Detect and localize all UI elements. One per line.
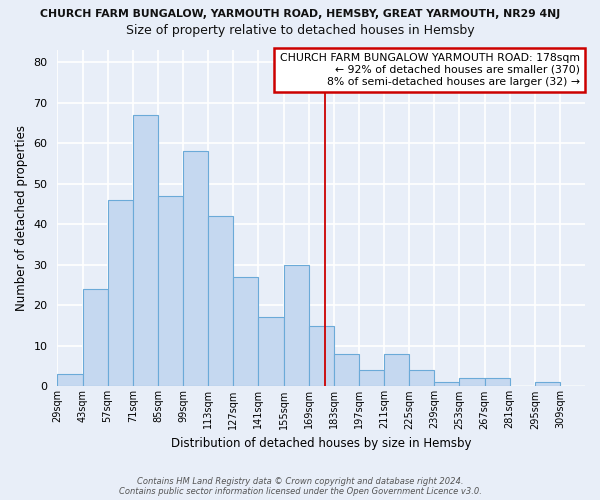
Bar bbox=[308, 326, 334, 386]
Y-axis label: Number of detached properties: Number of detached properties bbox=[15, 125, 28, 311]
Bar bbox=[359, 370, 384, 386]
Bar bbox=[460, 378, 485, 386]
Text: CHURCH FARM BUNGALOW YARMOUTH ROAD: 178sqm
← 92% of detached houses are smaller : CHURCH FARM BUNGALOW YARMOUTH ROAD: 178s… bbox=[280, 54, 580, 86]
Bar bbox=[334, 354, 359, 386]
Bar bbox=[434, 382, 460, 386]
Text: Size of property relative to detached houses in Hemsby: Size of property relative to detached ho… bbox=[125, 24, 475, 37]
Bar bbox=[133, 115, 158, 386]
Bar bbox=[535, 382, 560, 386]
Bar bbox=[233, 277, 259, 386]
Bar bbox=[208, 216, 233, 386]
Bar bbox=[409, 370, 434, 386]
Bar bbox=[284, 265, 308, 386]
Bar bbox=[158, 196, 183, 386]
Text: CHURCH FARM BUNGALOW, YARMOUTH ROAD, HEMSBY, GREAT YARMOUTH, NR29 4NJ: CHURCH FARM BUNGALOW, YARMOUTH ROAD, HEM… bbox=[40, 9, 560, 19]
Bar bbox=[485, 378, 509, 386]
Text: Contains HM Land Registry data © Crown copyright and database right 2024.
Contai: Contains HM Land Registry data © Crown c… bbox=[119, 476, 481, 496]
Bar bbox=[107, 200, 133, 386]
Bar bbox=[259, 318, 284, 386]
Bar bbox=[83, 289, 107, 386]
Bar bbox=[183, 152, 208, 386]
X-axis label: Distribution of detached houses by size in Hemsby: Distribution of detached houses by size … bbox=[171, 437, 472, 450]
Bar bbox=[384, 354, 409, 386]
Bar bbox=[58, 374, 83, 386]
